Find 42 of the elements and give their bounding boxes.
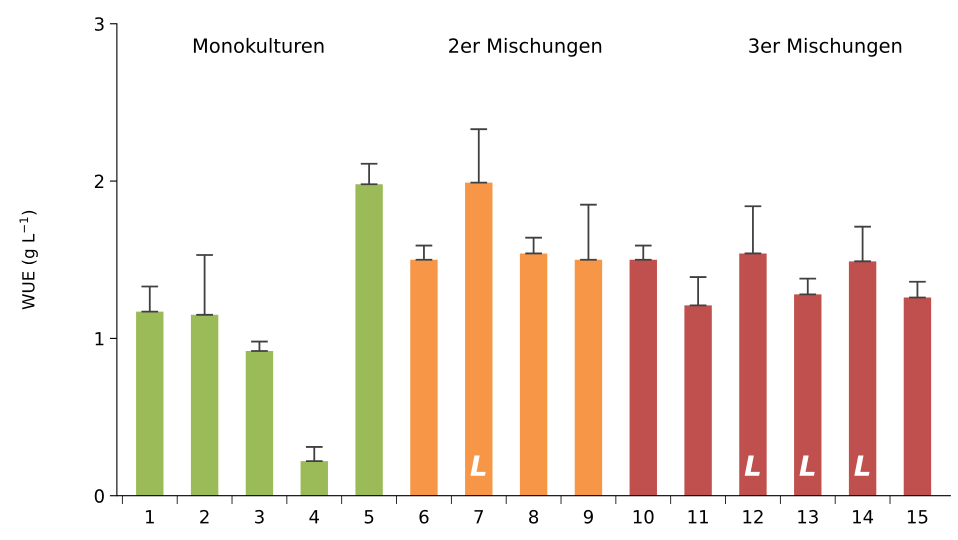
annotation: L (744, 456, 760, 476)
bar (465, 182, 492, 496)
x-tick-label: 14 (853, 510, 874, 524)
x-tick-label: 1 (146, 510, 154, 524)
annotation: 2er Mischungen (449, 38, 602, 57)
x-tick-label: 12 (743, 510, 763, 524)
y-tick-label: 2 (94, 174, 104, 188)
x-tick-label: 15 (908, 510, 928, 524)
bar (136, 312, 164, 496)
x-tick-label: 3 (255, 510, 264, 524)
x-tick-label: 11 (688, 510, 708, 524)
x-tick-label: 8 (529, 510, 538, 524)
x-tick-label: 2 (200, 510, 209, 524)
x-tick-label: 6 (419, 510, 429, 524)
bar (848, 261, 876, 496)
annotation: L (470, 456, 486, 476)
x-tick-label: 4 (309, 510, 320, 524)
x-tick-label: 9 (584, 510, 593, 524)
y-tick-label: 3 (94, 17, 104, 31)
y-tick-label: 1 (96, 332, 104, 346)
bar (739, 253, 767, 496)
bar (190, 314, 218, 496)
x-tick-label: 7 (474, 510, 483, 524)
bar (300, 461, 328, 496)
y-tick-label: 0 (94, 489, 104, 503)
bar (355, 184, 383, 496)
annotation: 3er Mischungen (749, 38, 902, 57)
annotation: L (854, 456, 870, 476)
x-tick-label: 13 (798, 510, 818, 524)
annotation: L (800, 456, 815, 476)
y-axis-title: WUE (g L$^{−1}$) (20, 210, 38, 310)
bar (630, 260, 657, 496)
x-tick-label: 5 (364, 510, 374, 524)
x-tick-label: 10 (634, 510, 654, 524)
annotation: Monokulturen (194, 38, 324, 53)
bar (684, 305, 712, 496)
bar (410, 260, 438, 496)
bar (520, 253, 548, 496)
bar (574, 260, 602, 496)
bar (794, 294, 822, 496)
bar (246, 350, 274, 496)
bar (904, 297, 932, 496)
